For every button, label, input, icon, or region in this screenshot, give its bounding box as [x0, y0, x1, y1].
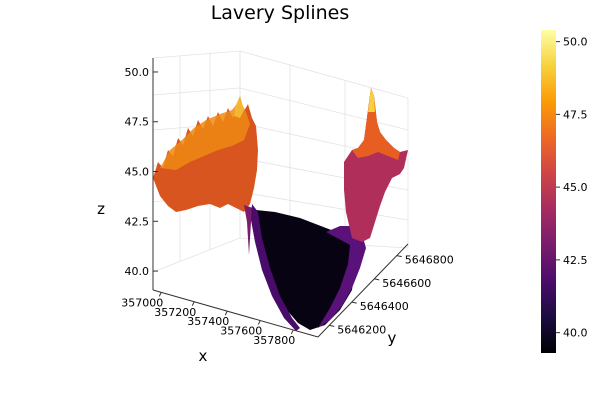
surface: [153, 88, 408, 331]
y-tick-label: 5646200: [337, 323, 386, 336]
x-tick-label: 357200: [154, 306, 196, 319]
z-axis-ticks: 40.0 42.5 45.0 47.5 50.0: [125, 66, 158, 278]
surface-trough-wall-right: [318, 226, 366, 328]
colorbar-tick-label: 47.5: [563, 108, 588, 121]
grid-line: [152, 87, 241, 96]
x-tick-mark: [224, 310, 228, 316]
y-tick-mark: [396, 255, 402, 258]
surface-ridge-right: [344, 88, 408, 242]
x-tick-label: 357400: [187, 315, 229, 328]
y-tick-label: 5646800: [405, 254, 454, 267]
surface-trough-wall-left: [251, 204, 300, 331]
colorbar-tick-label: 45.0: [563, 181, 588, 194]
surface-ridge-peak: [368, 88, 375, 112]
surface-spike: [244, 205, 253, 255]
x-tick-label: 357800: [253, 334, 295, 347]
chart-title: Lavery Splines: [211, 2, 350, 24]
y-tick-mark: [329, 324, 335, 327]
colorbar-tick-label: 50.0: [563, 36, 588, 49]
colorbar-tick-label: 40.0: [563, 327, 588, 340]
grid-line: [239, 87, 409, 131]
colorbar-tick-label: 42.5: [563, 254, 588, 267]
x-tick-label: 357600: [220, 325, 262, 338]
z-tick-label: 40.0: [125, 265, 150, 278]
x-tick-mark: [290, 329, 294, 335]
colorbar: 40.0 42.5 45.0 47.5 50.0: [541, 30, 588, 353]
surface-plateau-peak: [234, 96, 244, 118]
colorbar-ticks: 40.0 42.5 45.0 47.5 50.0: [556, 36, 588, 340]
y-tick-mark: [351, 301, 357, 304]
surface-ridge-crest: [352, 88, 400, 160]
z-tick-label: 45.0: [125, 166, 150, 179]
y-tick-mark: [374, 278, 380, 281]
surface-plateau-highlight: [160, 100, 250, 170]
z-tick-label: 47.5: [125, 116, 150, 129]
x-tick-mark: [191, 301, 195, 306]
front-axes: [152, 58, 409, 338]
grid-line: [239, 191, 409, 221]
x-tick-label: 357000: [121, 296, 163, 309]
y-axis-ticks: 5646200 5646400 5646600 5646800: [329, 254, 454, 336]
x-tick-mark: [158, 292, 162, 297]
y-axis-line: [317, 243, 409, 338]
x-tick-mark: [257, 320, 261, 325]
y-tick-label: 5646600: [382, 277, 431, 290]
z-axis-label: z: [97, 200, 105, 218]
z-tick-label: 42.5: [125, 215, 150, 228]
y-tick-label: 5646400: [360, 300, 409, 313]
colorbar-bar: [541, 30, 556, 353]
y-axis-label: y: [388, 329, 397, 347]
z-tick-label: 50.0: [125, 66, 150, 79]
x-axis-label: x: [199, 347, 208, 365]
x-axis-line: [152, 289, 319, 338]
